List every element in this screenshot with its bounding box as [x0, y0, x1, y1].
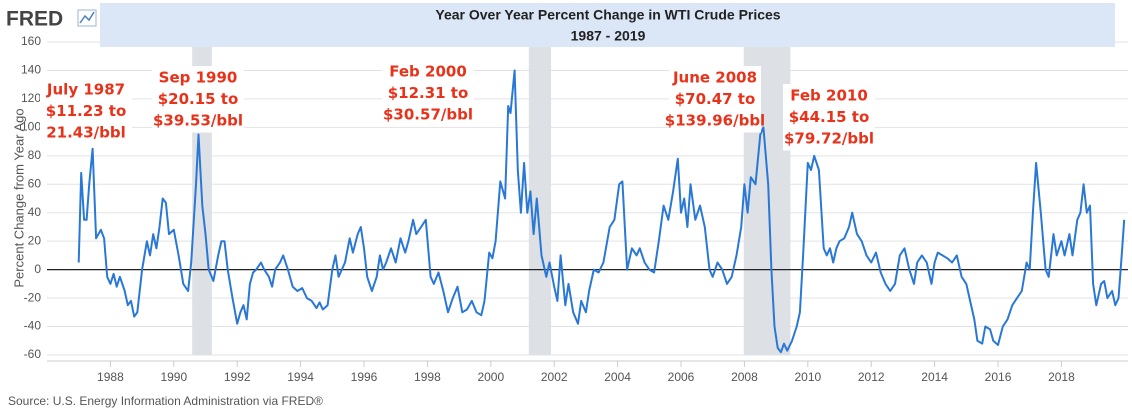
y-tick-label: -20 [24, 290, 42, 304]
annotation-text: $20.15 to [158, 90, 239, 108]
annotation-text: July 1987 [46, 81, 125, 99]
x-tick-label: 1996 [351, 370, 378, 384]
x-tick-label: 1998 [414, 370, 441, 384]
annotation-bg [669, 66, 761, 133]
annotation-text: $70.47 to [675, 90, 756, 108]
source: Source: U.S. Energy Information Administ… [8, 394, 323, 408]
annotation-bg [152, 66, 244, 133]
x-tick-label: 1992 [224, 370, 251, 384]
annotation-text: $11.23 to [46, 102, 127, 120]
annotation-text: Feb 2000 [389, 63, 467, 81]
y-tick-label: 160 [21, 34, 41, 48]
annotation-text: Feb 2010 [790, 87, 868, 105]
annotation: Feb 2010 $44.15 to $79.72/bbl [783, 84, 875, 151]
x-tick-label: 2000 [477, 370, 504, 384]
annotation-bg [40, 78, 132, 145]
y-tick-label: 20 [28, 233, 42, 247]
y-axis-label: Percent Change from Year Ago [11, 108, 26, 287]
annotation-bg [382, 60, 474, 127]
y-tick-label: -60 [24, 347, 42, 361]
annotation-text: $44.15 to [789, 108, 870, 126]
annotation-text: June 2008 [672, 69, 757, 87]
y-tick-label: 60 [28, 176, 42, 190]
y-tick-label: 40 [28, 205, 42, 219]
x-tick-label: 2004 [604, 370, 631, 384]
x-tick-label: 2008 [731, 370, 758, 384]
y-tick-label: 80 [28, 148, 42, 162]
x-tick-label: 2006 [668, 370, 695, 384]
brand-icon [77, 9, 97, 27]
y-tick-label: 100 [21, 120, 41, 134]
annotation: June 2008 $70.47 to $139.96/bbl [665, 66, 765, 133]
chart-title: Year Over Year Percent Change in WTI Cru… [435, 7, 780, 23]
y-tick-label: 140 [21, 63, 41, 77]
title-banner [100, 3, 1115, 47]
brand: FRED [6, 8, 63, 31]
annotation-text: $139.96/bbl [665, 112, 765, 130]
y-tick-label: 120 [21, 91, 41, 105]
annotation-bg [783, 84, 875, 151]
annotation-text: $79.72/bbl [784, 130, 874, 148]
recession-band [528, 42, 552, 355]
annotation: July 1987 $11.23 to 21.43/bbl [40, 78, 132, 145]
x-tick-label: 2010 [794, 370, 821, 384]
x-tick-label: 2016 [985, 370, 1012, 384]
x-tick-label: 1990 [160, 370, 187, 384]
x-tick-label: 2012 [858, 370, 885, 384]
data-line [77, 69, 1126, 354]
annotation-text: 21.43/bbl [46, 124, 126, 142]
x-tick-label: 2014 [921, 370, 948, 384]
x-tick-label: 1988 [97, 370, 124, 384]
y-tick-label: -40 [24, 319, 42, 333]
annotation: Sep 1990 $20.15 to $39.53/bbl [152, 66, 244, 133]
x-tick-label: 1994 [287, 370, 314, 384]
x-tick-label: 2002 [541, 370, 568, 384]
annotation-text: $30.57/bbl [383, 106, 473, 124]
annotation-text: Sep 1990 [159, 69, 238, 87]
annotation: Feb 2000 $12.31 to $30.57/bbl [382, 60, 474, 127]
x-tick-label: 2018 [1048, 370, 1075, 384]
annotation-text: $39.53/bbl [153, 112, 243, 130]
annotation-text: $12.31 to [388, 84, 469, 102]
chart-subtitle: 1987 - 2019 [571, 28, 646, 44]
y-tick-label: 0 [34, 262, 41, 276]
